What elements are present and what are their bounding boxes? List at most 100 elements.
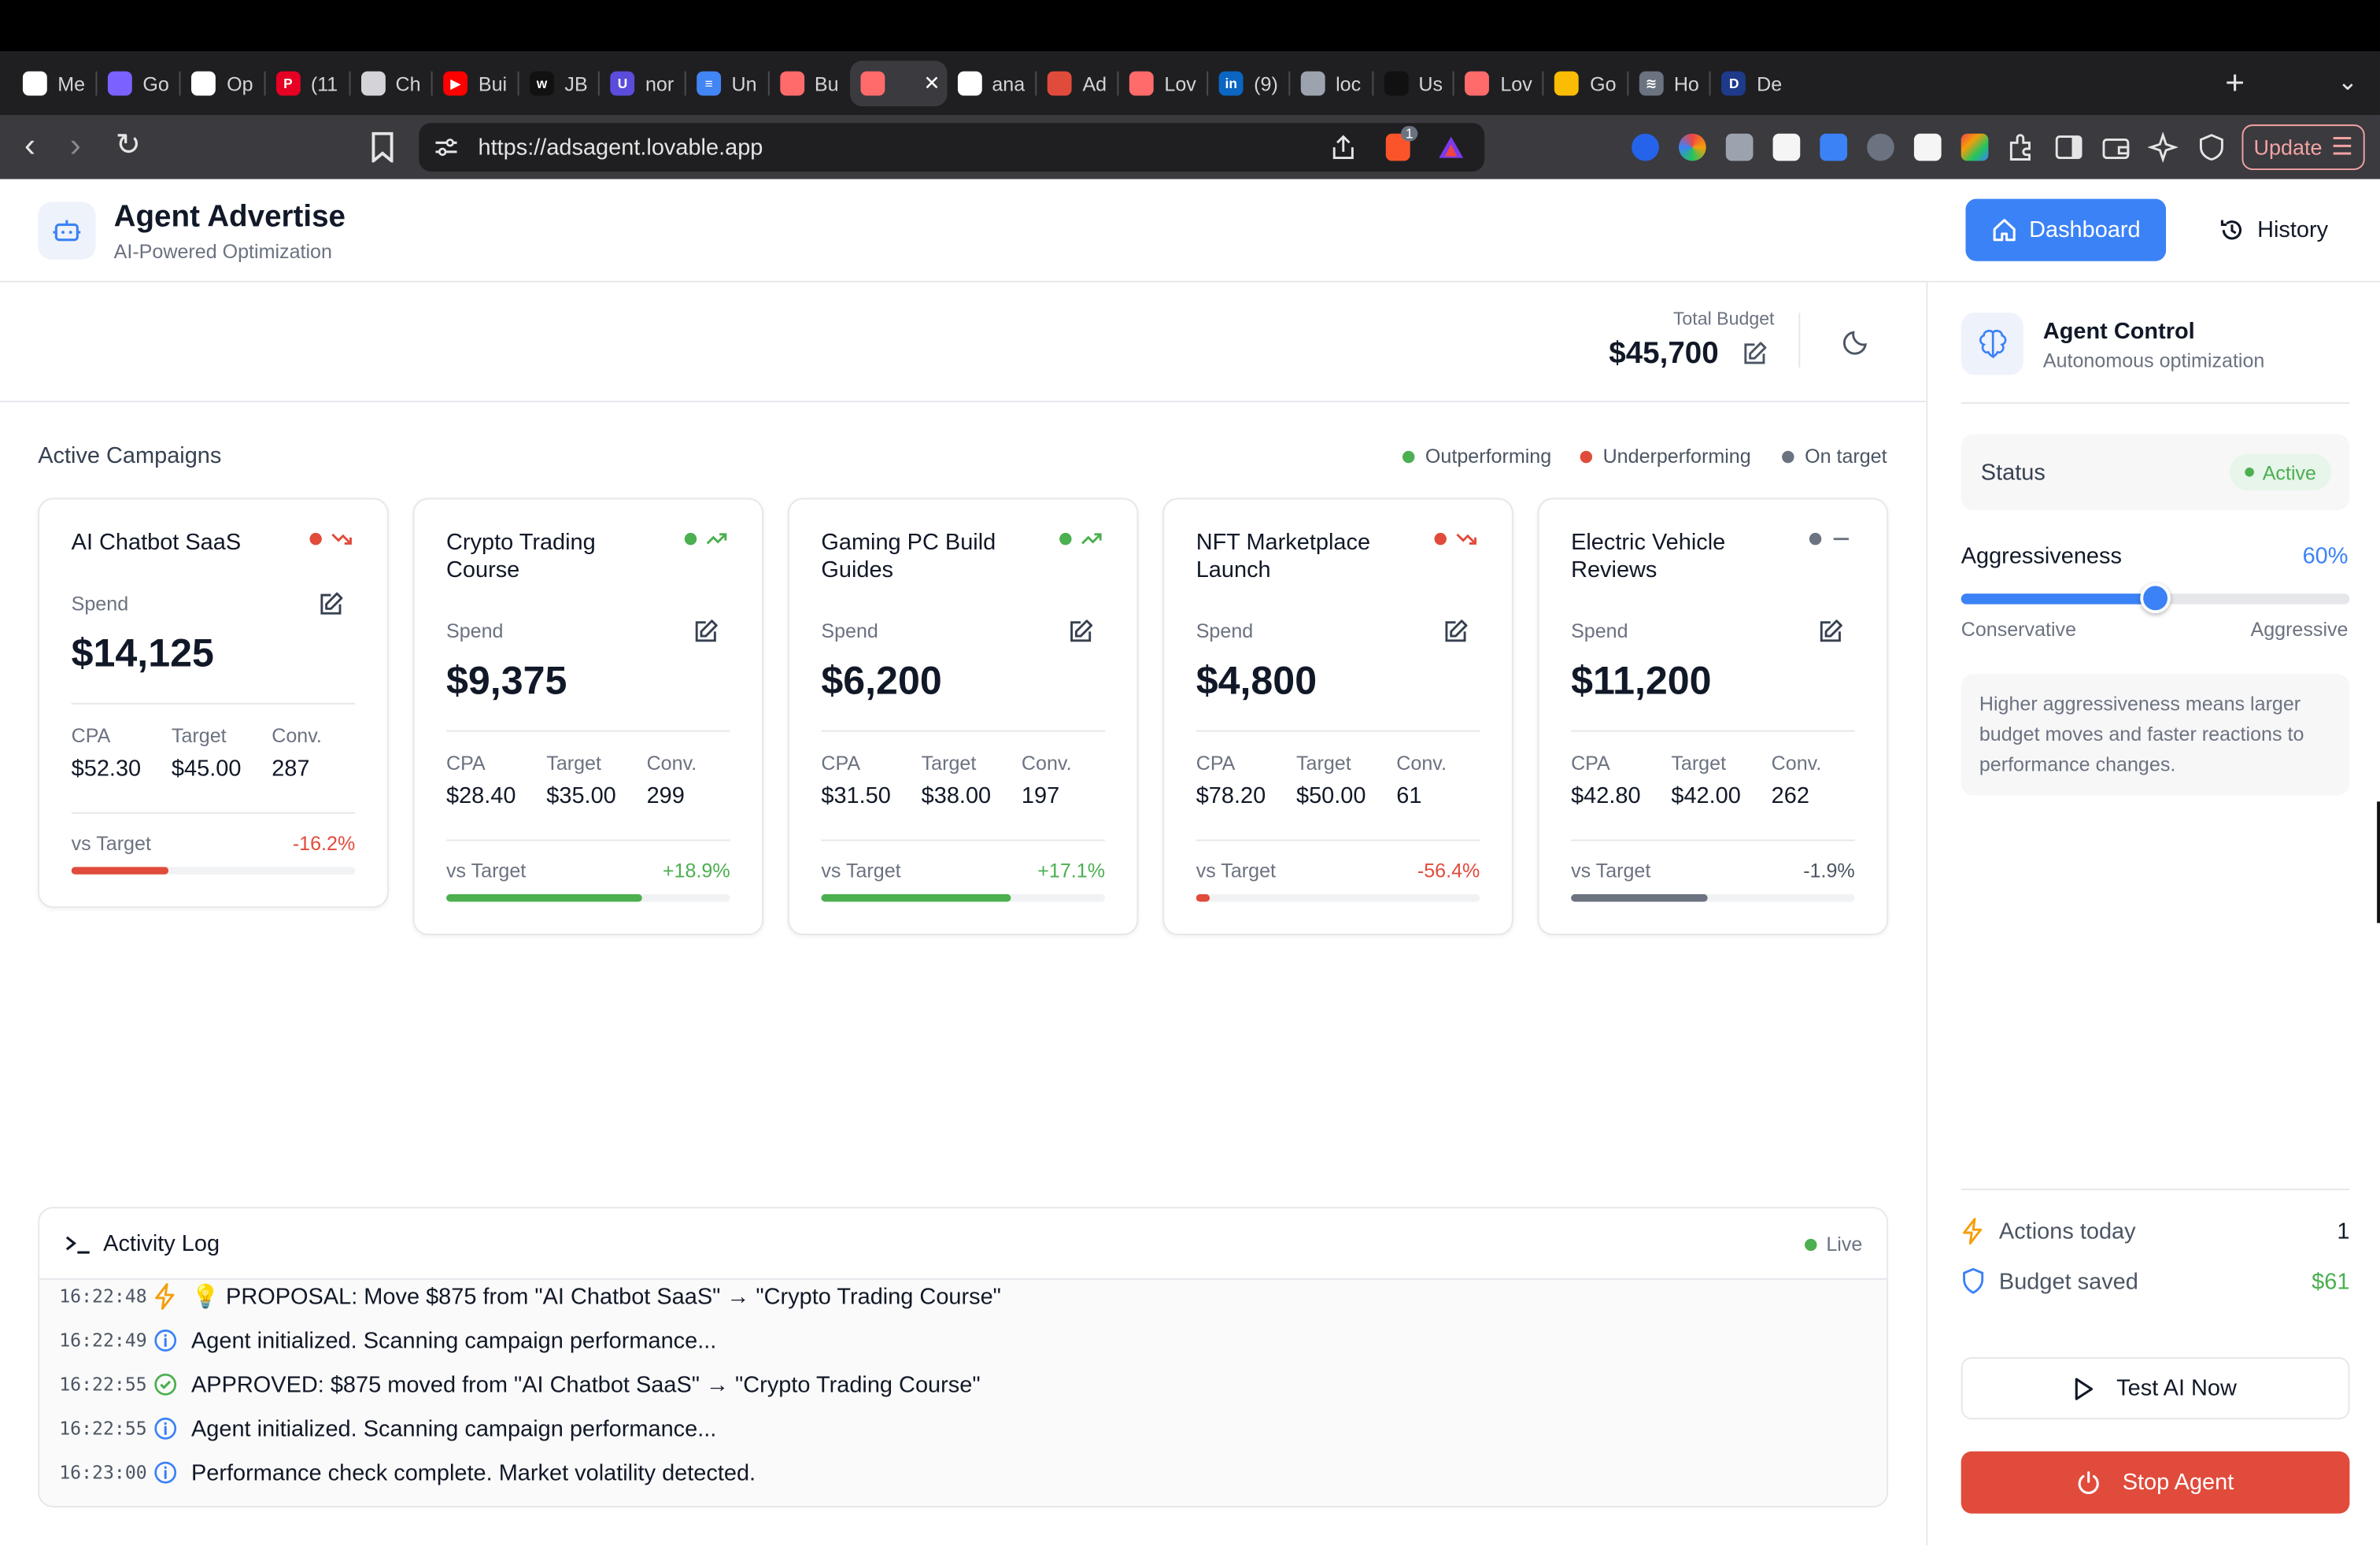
- browser-tab-active[interactable]: ✕: [849, 61, 947, 106]
- log-message: 💡 PROPOSAL: Move $875 from "AI Chatbot S…: [190, 1284, 1001, 1311]
- dark-mode-toggle-icon[interactable]: [1841, 327, 1872, 357]
- vs-target-progress-bar: [71, 867, 356, 875]
- edit-spend-icon[interactable]: [1816, 618, 1844, 645]
- bookmark-icon[interactable]: [371, 131, 395, 163]
- tab-label: Go: [1590, 72, 1617, 95]
- browser-tab[interactable]: loc: [1290, 61, 1371, 106]
- aggressiveness-hint: Higher aggressiveness means larger budge…: [1961, 674, 2350, 796]
- share-icon[interactable]: [1331, 134, 1355, 161]
- dashboard-button[interactable]: Dashboard: [1965, 198, 2167, 261]
- tab-separator: [1627, 71, 1628, 96]
- browser-tab[interactable]: ≡ Un: [686, 61, 767, 106]
- browser-tab[interactable]: Us: [1373, 61, 1454, 106]
- wallet-icon[interactable]: [2101, 132, 2131, 163]
- tab-favicon-icon: [1300, 71, 1325, 96]
- tab-label: ana: [992, 72, 1026, 95]
- url-text: https://adsagent.lovable.app: [478, 135, 763, 161]
- campaign-card[interactable]: Gaming PC Build Guides Spend $6,200 CPA Targ…: [787, 497, 1139, 935]
- log-message: Agent initialized. Scanning campaign per…: [190, 1415, 717, 1442]
- update-button[interactable]: Update ☰: [2241, 124, 2365, 170]
- address-bar[interactable]: https://adsagent.lovable.app 1: [419, 123, 1485, 172]
- vs-target-value: +18.9%: [662, 859, 730, 882]
- scrollbar[interactable]: [2377, 801, 2380, 923]
- extension-icon[interactable]: [1772, 133, 1801, 161]
- tab-favicon-icon: [108, 71, 132, 96]
- browser-tab[interactable]: ▶ Bui: [433, 61, 518, 106]
- tab-separator: [1207, 71, 1209, 96]
- campaign-card[interactable]: Crypto Trading Course Spend $9,375 CPA Targe…: [412, 497, 764, 935]
- slider-thumb[interactable]: [2140, 583, 2171, 614]
- browser-tab[interactable]: Go: [1544, 61, 1627, 106]
- history-button[interactable]: History: [2186, 199, 2362, 261]
- tab-label: Ho: [1673, 72, 1699, 95]
- vs-target-label: vs Target: [71, 831, 151, 855]
- reload-icon[interactable]: ↻: [115, 128, 141, 163]
- extension-icon[interactable]: [1961, 133, 1989, 161]
- tab-separator: [348, 71, 350, 96]
- extensions-puzzle-icon[interactable]: [2007, 132, 2038, 163]
- browser-tab[interactable]: D De: [1711, 61, 1792, 106]
- vs-target-value: -16.2%: [292, 831, 356, 855]
- browser-tab[interactable]: Bu: [769, 61, 849, 106]
- campaign-name: AI Chatbot SaaS: [71, 530, 242, 556]
- tab-list-menu-icon[interactable]: ⌄: [2337, 69, 2358, 96]
- browser-tab[interactable]: Ad: [1037, 61, 1118, 106]
- status-dot: [309, 532, 322, 546]
- campaign-card[interactable]: NFT Marketplace Launch Spend $4,800 CPA Targ…: [1162, 497, 1513, 935]
- log-message: Agent initialized. Scanning campaign per…: [190, 1327, 717, 1354]
- sidebar-icon[interactable]: [2053, 132, 2084, 163]
- log-entry: 16:23:00 Performance check complete. Mark…: [59, 1457, 756, 1488]
- extension-icon[interactable]: [1632, 133, 1659, 161]
- conv-label: Conv.: [1771, 751, 1822, 775]
- browser-tab[interactable]: P (11: [265, 61, 349, 106]
- browser-tab[interactable]: Me: [12, 61, 95, 106]
- trend-icon: [1833, 538, 1849, 541]
- tab-favicon-icon: [1048, 71, 1072, 96]
- extension-icon[interactable]: [1725, 133, 1754, 161]
- edit-spend-icon[interactable]: [1067, 618, 1095, 645]
- stop-agent-button[interactable]: Stop Agent: [1961, 1451, 2350, 1514]
- live-indicator: Live: [1805, 1233, 1862, 1256]
- test-ai-label: Test AI Now: [2116, 1375, 2237, 1402]
- extension-icon[interactable]: [1913, 133, 1942, 161]
- vs-target-value: -56.4%: [1417, 859, 1480, 882]
- aggressiveness-slider[interactable]: [1961, 583, 2350, 614]
- app-header: Agent Advertise AI-Powered Optimization …: [0, 179, 2380, 283]
- edit-budget-icon[interactable]: [1741, 340, 1768, 368]
- vs-target-progress-bar: [445, 893, 730, 902]
- browser-tab[interactable]: ana: [946, 61, 1035, 106]
- leo-ai-icon[interactable]: [2147, 131, 2179, 163]
- back-icon[interactable]: ‹: [24, 126, 35, 165]
- status-dot: [684, 532, 697, 546]
- campaign-card[interactable]: Electric Vehicle Reviews Spend $11,200 CPA T…: [1537, 497, 1889, 935]
- browser-tab[interactable]: ≋ Ho: [1628, 61, 1709, 106]
- browser-tab[interactable]: Lov: [1455, 61, 1543, 106]
- vpn-icon[interactable]: [2197, 132, 2227, 163]
- status-dot: [1434, 532, 1447, 546]
- edit-spend-icon[interactable]: [1442, 618, 1469, 645]
- campaign-card[interactable]: AI Chatbot SaaS Spend $14,125 CPA Target Conv…: [38, 497, 389, 908]
- site-settings-icon[interactable]: [434, 137, 459, 158]
- forward-icon[interactable]: ›: [69, 126, 81, 165]
- browser-tab[interactable]: Op: [181, 61, 264, 106]
- edit-spend-icon[interactable]: [692, 618, 719, 645]
- close-tab-icon[interactable]: ✕: [923, 71, 941, 94]
- divider: [821, 839, 1105, 841]
- new-tab-button[interactable]: +: [2225, 63, 2245, 102]
- test-ai-button[interactable]: Test AI Now: [1961, 1357, 2350, 1420]
- extension-icon[interactable]: [1678, 133, 1706, 161]
- extension-icon[interactable]: [1820, 133, 1848, 161]
- browser-tab[interactable]: Go: [98, 61, 180, 106]
- robot-logo-icon: [38, 202, 96, 260]
- browser-tab[interactable]: Lov: [1119, 61, 1207, 106]
- brave-rewards-icon[interactable]: [1437, 135, 1465, 160]
- extension-icon[interactable]: [1867, 133, 1894, 161]
- browser-tab[interactable]: in (9): [1208, 61, 1288, 106]
- edit-spend-icon[interactable]: [317, 590, 345, 618]
- play-icon: [2075, 1377, 2094, 1400]
- browser-tab[interactable]: w JB: [519, 61, 599, 106]
- tab-favicon-icon: ≋: [1639, 71, 1664, 96]
- log-entry: 16:22:55 APPROVED: $875 moved from "AI Ch…: [59, 1370, 980, 1400]
- browser-tab[interactable]: Ch: [350, 61, 431, 106]
